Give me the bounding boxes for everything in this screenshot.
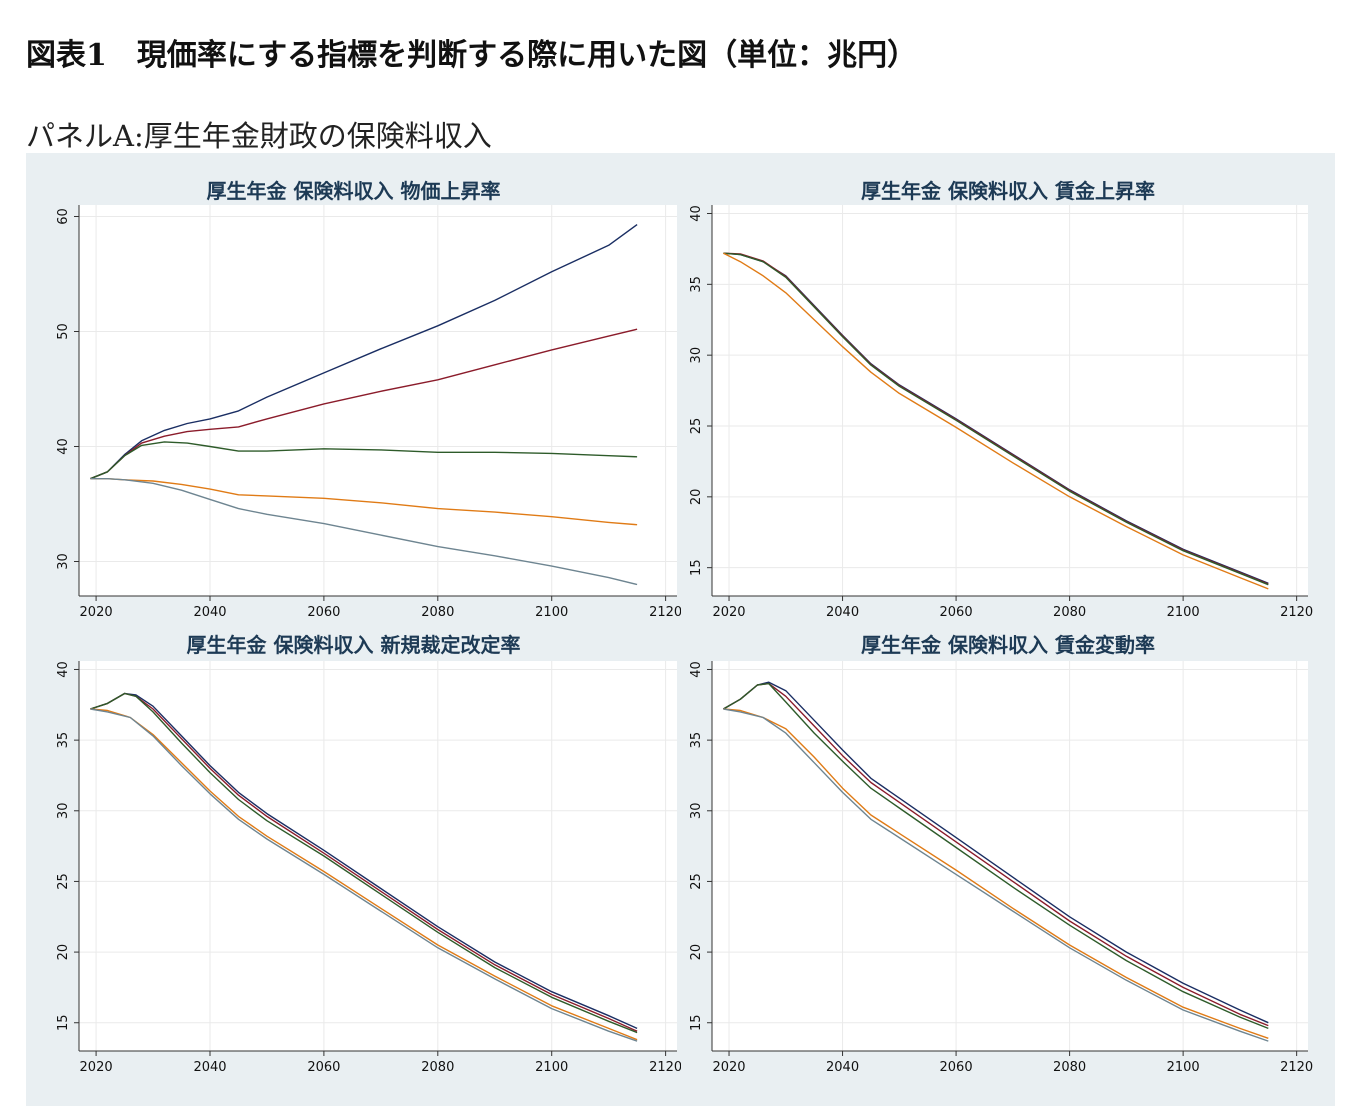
panel-label: パネルA:厚生年金財政の保険料収入 [26,119,492,153]
chart-title: 厚生年金 保険料収入 賃金変動率 [861,633,1155,657]
series-line-5 [90,478,638,586]
x-tick-label: 2020 [80,605,113,620]
x-tick-label: 2080 [1053,1060,1086,1075]
x-tick-label: 2040 [826,605,859,620]
y-tick-label: 40 [56,661,71,678]
y-tick-label: 15 [56,1014,71,1031]
series-line-3 [90,692,638,1034]
x-tick-label: 2040 [826,1060,859,1075]
chart-svg: 2020 2040 2060 2080 2100 2120 15 20 25 30 35 40 [689,205,1313,620]
chart-price: 厚生年金 保険料収入 物価上昇率 2020 2040 2060 2080 2100 212… [26,153,682,623]
chart-wage-change: 厚生年金 保険料収入 賃金変動率 2020 2040 2060 2080 2100 212… [681,623,1335,1106]
chart-new-award: 厚生年金 保険料収入 新規裁定改定率 2020 2040 2060 2080 2100 2… [26,623,682,1106]
y-tick-label: 30 [689,347,704,364]
y-tick-label: 25 [689,418,704,435]
series-line-1 [90,224,638,480]
y-tick-label: 15 [689,1014,704,1031]
y-tick-label: 30 [689,803,704,820]
x-tick-label: 2020 [712,1060,745,1075]
x-tick-label: 2100 [1167,605,1200,620]
x-tick-label: 2120 [649,1060,681,1075]
y-tick-label: 30 [56,553,71,570]
figure-title: 図表1 現価率にする指標を判断する際に用いた図（単位：兆円） [26,38,918,73]
series-line-4 [90,478,638,526]
y-tick-label: 35 [56,732,71,749]
chart-title: 厚生年金 保険料収入 新規裁定改定率 [186,633,521,657]
x-tick-label: 2100 [535,605,568,620]
y-tick-label: 50 [56,323,71,340]
series-line-3 [723,252,1269,586]
y-tick-label: 20 [56,944,71,961]
y-tick-label: 35 [689,732,704,749]
plot-area [712,205,1308,596]
y-tick-label: 40 [689,661,704,678]
y-tick-label: 20 [689,944,704,961]
chart-svg: 2020 2040 2060 2080 2100 2120 15 20 25 30 35 40 [689,661,1313,1075]
x-tick-label: 2060 [940,605,973,620]
x-tick-label: 2120 [649,605,681,620]
x-tick-label: 2060 [307,605,340,620]
series-line-4 [723,708,1269,1039]
x-tick-label: 2080 [1053,605,1086,620]
y-tick-label: 60 [56,208,71,225]
chart-svg: 2020 2040 2060 2080 2100 2120 30 40 50 60 [56,205,682,620]
x-tick-label: 2060 [940,1060,973,1075]
x-tick-label: 2120 [1280,605,1313,620]
y-tick-label: 40 [56,438,71,455]
x-tick-label: 2120 [1280,1060,1313,1075]
y-tick-label: 30 [56,803,71,820]
x-tick-label: 2040 [193,1060,226,1075]
x-tick-label: 2040 [193,605,226,620]
chart-title: 厚生年金 保険料収入 賃金上昇率 [861,179,1155,203]
x-tick-label: 2080 [421,605,454,620]
x-tick-label: 2100 [535,1060,568,1075]
y-tick-label: 15 [689,559,704,576]
y-tick-label: 25 [56,873,71,890]
x-tick-label: 2060 [307,1060,340,1075]
plot-area [79,661,677,1051]
chart-svg: 2020 2040 2060 2080 2100 2120 15 20 25 30 35 40 [56,661,682,1075]
series-line-3 [90,441,638,480]
series-line-4 [723,252,1269,590]
x-tick-label: 2100 [1167,1060,1200,1075]
x-tick-label: 2080 [421,1060,454,1075]
chart-title: 厚生年金 保険料収入 物価上昇率 [206,179,501,203]
chart-wage: 厚生年金 保険料収入 賃金上昇率 2020 2040 2060 2080 2100 212… [681,153,1335,623]
plot-area [712,661,1308,1051]
x-tick-label: 2020 [712,605,745,620]
y-tick-label: 35 [689,276,704,293]
series-line-3 [723,682,1269,1030]
series-line-5 [90,708,638,1042]
y-tick-label: 25 [689,873,704,890]
graph-region: 厚生年金 保険料収入 物価上昇率 2020 2040 2060 2080 2100 212… [26,153,1335,1106]
series-line-5 [723,708,1269,1042]
plot-area [79,205,677,596]
y-tick-label: 20 [689,489,704,506]
x-tick-label: 2020 [80,1060,113,1075]
series-line-2 [90,328,638,480]
y-tick-label: 40 [689,205,704,222]
